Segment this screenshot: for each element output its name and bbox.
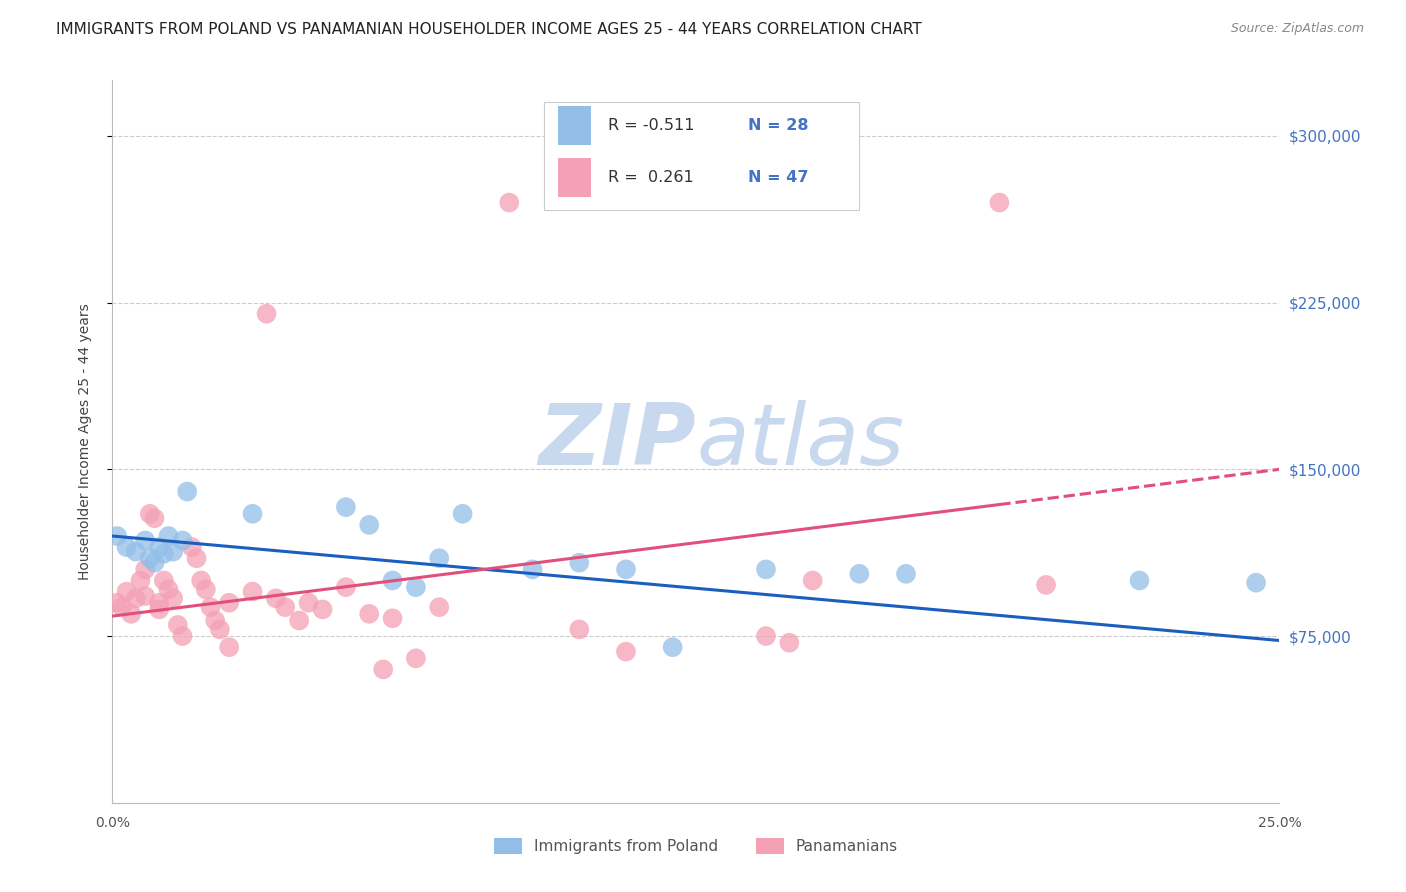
- Point: [427, 551, 450, 566]
- Point: [451, 507, 474, 521]
- Text: R = -0.511: R = -0.511: [609, 118, 695, 133]
- Point: [162, 544, 184, 558]
- Point: [105, 529, 128, 543]
- Point: [988, 195, 1011, 210]
- Text: IMMIGRANTS FROM POLAND VS PANAMANIAN HOUSEHOLDER INCOME AGES 25 - 44 YEARS CORRE: IMMIGRANTS FROM POLAND VS PANAMANIAN HOU…: [56, 22, 922, 37]
- Y-axis label: Householder Income Ages 25 - 44 years: Householder Income Ages 25 - 44 years: [77, 303, 91, 580]
- Point: [194, 582, 217, 597]
- Point: [139, 507, 162, 521]
- Point: [190, 574, 212, 588]
- Point: [148, 596, 170, 610]
- Point: [134, 562, 156, 576]
- Point: [208, 623, 231, 637]
- Point: [200, 600, 222, 615]
- FancyBboxPatch shape: [558, 105, 591, 145]
- Point: [134, 589, 156, 603]
- Point: [242, 507, 264, 521]
- Point: [148, 602, 170, 616]
- Point: [105, 596, 128, 610]
- Point: [153, 547, 176, 561]
- Point: [111, 600, 134, 615]
- Point: [297, 596, 319, 610]
- Point: [755, 629, 778, 643]
- Point: [335, 500, 357, 515]
- Point: [139, 551, 162, 566]
- Point: [143, 511, 166, 525]
- FancyBboxPatch shape: [558, 158, 591, 197]
- Point: [661, 640, 683, 655]
- Legend: Immigrants from Poland, Panamanians: Immigrants from Poland, Panamanians: [488, 832, 904, 860]
- Point: [172, 629, 194, 643]
- Point: [204, 614, 226, 628]
- FancyBboxPatch shape: [544, 102, 859, 211]
- Point: [264, 591, 287, 606]
- Point: [242, 584, 264, 599]
- Point: [427, 600, 450, 615]
- Point: [373, 662, 395, 676]
- Point: [381, 574, 404, 588]
- Point: [129, 574, 152, 588]
- Point: [143, 556, 166, 570]
- Point: [162, 591, 184, 606]
- Point: [218, 640, 240, 655]
- Point: [157, 529, 180, 543]
- Point: [405, 651, 427, 665]
- Point: [1035, 578, 1057, 592]
- Point: [256, 307, 278, 321]
- Text: N = 47: N = 47: [748, 170, 808, 185]
- Point: [288, 614, 311, 628]
- Text: atlas: atlas: [696, 400, 904, 483]
- Text: N = 28: N = 28: [748, 118, 808, 133]
- Point: [568, 623, 591, 637]
- Point: [894, 566, 917, 581]
- Text: Source: ZipAtlas.com: Source: ZipAtlas.com: [1230, 22, 1364, 36]
- Point: [218, 596, 240, 610]
- Point: [778, 636, 800, 650]
- Point: [614, 645, 637, 659]
- Point: [801, 574, 824, 588]
- Point: [166, 618, 188, 632]
- Point: [274, 600, 297, 615]
- Point: [125, 544, 148, 558]
- Text: ZIP: ZIP: [538, 400, 696, 483]
- Point: [359, 607, 381, 621]
- Point: [614, 562, 637, 576]
- Point: [186, 551, 208, 566]
- Point: [157, 582, 180, 597]
- Point: [1244, 575, 1267, 590]
- Point: [755, 562, 778, 576]
- Point: [848, 566, 870, 581]
- Point: [180, 540, 202, 554]
- Point: [176, 484, 198, 499]
- Point: [381, 611, 404, 625]
- Point: [568, 556, 591, 570]
- Point: [115, 584, 138, 599]
- Point: [172, 533, 194, 548]
- Point: [1128, 574, 1150, 588]
- Point: [405, 580, 427, 594]
- Point: [359, 517, 381, 532]
- Point: [311, 602, 333, 616]
- Point: [125, 591, 148, 606]
- Point: [522, 562, 544, 576]
- Point: [120, 607, 142, 621]
- Point: [148, 540, 170, 554]
- Point: [115, 540, 138, 554]
- Point: [134, 533, 156, 548]
- Text: R =  0.261: R = 0.261: [609, 170, 695, 185]
- Point: [498, 195, 520, 210]
- Point: [335, 580, 357, 594]
- Point: [153, 574, 176, 588]
